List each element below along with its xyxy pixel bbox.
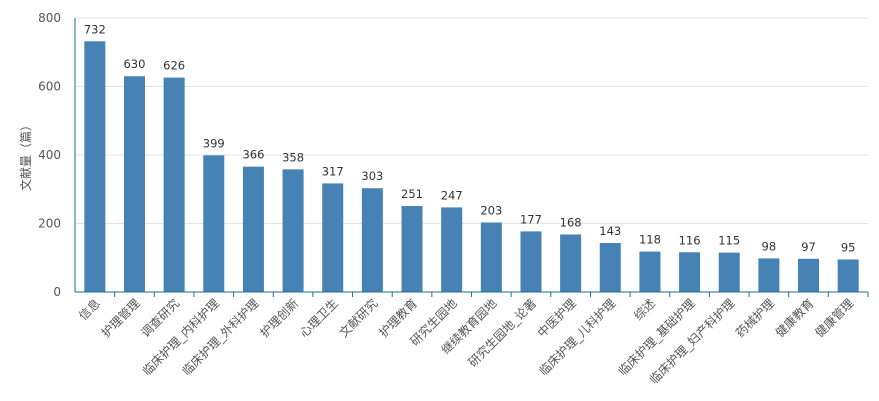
data-label: 143 [599, 224, 621, 238]
data-label: 98 [762, 239, 777, 253]
data-label: 95 [841, 240, 856, 254]
x-tick-label: 护理创新 [257, 296, 302, 341]
y-tick-label: 400 [38, 148, 61, 162]
bar [163, 77, 185, 292]
data-label: 317 [322, 164, 344, 178]
y-axis-title: 文献量（篇） [18, 119, 33, 191]
x-tick-label: 健康教育 [772, 296, 817, 341]
data-label: 97 [801, 240, 816, 254]
bar [679, 252, 701, 292]
data-labels: 732 630 626 399 366 358 317 303 251 247 203 177 168 1… [84, 22, 856, 254]
bar [560, 234, 582, 292]
x-tick-label: 信息 [75, 296, 103, 324]
bar [798, 258, 820, 292]
data-label: 366 [242, 148, 264, 162]
x-tick-label: 研究生园地_论著 [465, 296, 539, 370]
x-tick-label: 文献研究 [336, 296, 381, 341]
x-tick-label: 护理管理 [98, 296, 143, 341]
bar [639, 251, 661, 292]
x-tick-label: 心理卫生 [297, 296, 341, 340]
bar [322, 183, 344, 292]
bar [361, 188, 383, 292]
x-tick-label: 健康管理 [812, 296, 857, 341]
data-label: 168 [560, 215, 582, 229]
gridlines [75, 17, 868, 224]
x-axis [74, 18, 869, 297]
bars [84, 41, 859, 292]
category-labels: 信息护理管理调查研究临床护理_内科护理临床护理_外科护理护理创新心理卫生文献研究… [75, 296, 856, 387]
x-tick-label: 药械护理 [732, 296, 777, 341]
bar [282, 169, 304, 292]
bar [599, 243, 621, 292]
data-label: 115 [718, 234, 740, 248]
y-tick-label: 600 [38, 80, 61, 94]
bar [123, 76, 145, 292]
y-tick-label: 800 [38, 11, 61, 25]
data-label: 399 [203, 136, 225, 150]
bar [242, 166, 264, 292]
bar [441, 207, 463, 292]
y-axis-ticks: 0 200 400 600 800 [38, 11, 61, 299]
data-label: 630 [123, 57, 145, 71]
bar [203, 155, 225, 292]
bar [84, 41, 106, 292]
x-tick-label: 临床护理_儿科护理 [536, 296, 618, 378]
data-label: 116 [679, 233, 701, 247]
x-tick-label: 临床护理_外科护理 [180, 296, 262, 378]
x-tick-label: 综述 [631, 296, 658, 323]
bar [520, 231, 542, 292]
data-label: 732 [84, 22, 106, 36]
data-label: 358 [282, 150, 304, 164]
data-label: 203 [480, 203, 502, 217]
bar [758, 258, 780, 292]
data-label: 247 [441, 188, 463, 202]
bar [401, 206, 423, 292]
data-label: 118 [639, 233, 661, 247]
bar [480, 222, 502, 292]
data-label: 303 [361, 169, 383, 183]
bar [837, 259, 859, 292]
data-label: 251 [401, 187, 423, 201]
data-label: 177 [520, 212, 542, 226]
data-label: 626 [163, 59, 185, 73]
y-tick-label: 0 [53, 285, 61, 299]
y-tick-label: 200 [38, 217, 61, 231]
bar [718, 252, 740, 292]
